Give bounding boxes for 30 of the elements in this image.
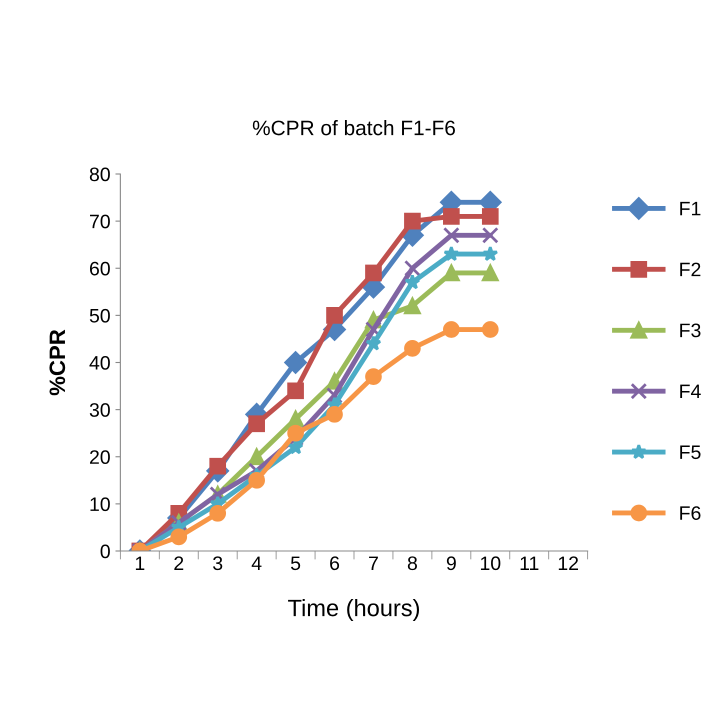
y-tick-label: 70 bbox=[90, 214, 110, 228]
y-tick-label: 50 bbox=[90, 308, 110, 323]
x-tick-label: 3 bbox=[213, 556, 222, 570]
y-tick-label: 40 bbox=[89, 356, 110, 370]
x-tick-label: 11 bbox=[520, 556, 538, 570]
x-tick-label: 10 bbox=[480, 556, 500, 570]
y-tick-label: 80 bbox=[90, 167, 110, 182]
legend-label: F3 bbox=[680, 324, 700, 338]
x-axis-title: Time (hours) bbox=[288, 598, 420, 621]
y-tick-label: 10 bbox=[90, 497, 110, 512]
x-tick-label: 5 bbox=[290, 556, 300, 570]
y-axis-title: %CPR bbox=[49, 330, 66, 396]
y-tick-label: 30 bbox=[90, 403, 110, 417]
x-tick-label: 7 bbox=[369, 556, 378, 570]
y-tick-label: 60 bbox=[90, 262, 110, 276]
legend-label: F6 bbox=[680, 506, 700, 520]
legend-label: F1 bbox=[680, 202, 700, 216]
x-tick-label: 2 bbox=[174, 556, 184, 570]
y-tick-label: 20 bbox=[90, 450, 110, 464]
x-tick-label: 12 bbox=[558, 556, 578, 570]
legend-label: F4 bbox=[680, 384, 701, 398]
chart-title: %CPR of batch F1-F6 bbox=[252, 120, 455, 136]
x-tick-label: 8 bbox=[408, 556, 417, 570]
legend-label: F2 bbox=[680, 262, 700, 276]
legend-label: F5 bbox=[680, 446, 701, 460]
y-tick-label: 0 bbox=[100, 544, 110, 558]
x-tick-label: 1 bbox=[136, 556, 144, 570]
x-tick-label: 6 bbox=[330, 556, 340, 570]
x-tick-label: 9 bbox=[446, 556, 456, 570]
x-tick-label: 4 bbox=[252, 556, 262, 570]
